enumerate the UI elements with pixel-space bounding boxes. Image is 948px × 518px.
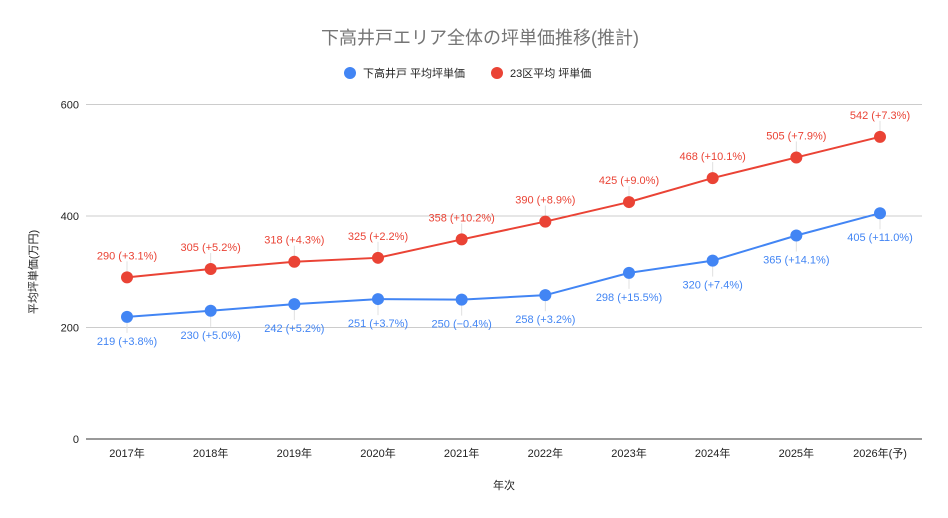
legend-marker-series-0 [344, 67, 356, 79]
x-tick-label: 2019年 [277, 446, 312, 460]
x-tick-label: 2018年 [193, 446, 228, 460]
data-point[interactable] [288, 298, 301, 311]
legend-item-series-0[interactable]: 下高井戸 平均坪単価 [344, 66, 465, 80]
data-label: 305 (+5.2%) [181, 242, 241, 254]
x-axis-ticks: 2017年 2018年 2019年 2020年 2021年 2022年 2023年 2024年… [109, 446, 907, 460]
data-point[interactable] [204, 262, 217, 275]
data-point[interactable] [121, 271, 133, 284]
series-0: 219 (+3.8%) 230 (+5.0%) 242 (+5.2%) 251 (+3… [97, 207, 913, 348]
legend-label-series-0: 下高井戸 平均坪単価 [363, 66, 465, 80]
legend: 下高井戸 平均坪単価 23区平均 坪単価 [344, 66, 591, 80]
data-label: 298 (+15.5%) [596, 292, 662, 304]
y-tick-label: 200 [61, 323, 79, 335]
x-tick-label: 2021年 [444, 446, 479, 460]
data-label: 425 (+9.0%) [599, 175, 659, 187]
data-label: 405 (+11.0%) [847, 232, 913, 244]
series-layer: 219 (+3.8%) 230 (+5.0%) 242 (+5.2%) 251 (+3… [97, 110, 913, 348]
x-axis-title: 年次 [493, 478, 515, 492]
data-label: 468 (+10.1%) [679, 151, 745, 163]
y-tick-label: 0 [73, 434, 79, 446]
data-point[interactable] [623, 266, 635, 279]
data-point[interactable] [455, 233, 468, 246]
data-point[interactable] [790, 151, 803, 164]
legend-label-series-1: 23区平均 坪単価 [510, 66, 591, 80]
series-line [126, 135, 881, 279]
data-label: 542 (+7.3%) [850, 110, 910, 122]
data-point[interactable] [204, 304, 217, 317]
data-point[interactable] [874, 130, 886, 143]
y-axis-ticks: 0 200 400 600 [61, 100, 79, 447]
data-point[interactable] [372, 251, 384, 264]
data-point[interactable] [288, 255, 301, 268]
data-label: 258 (+3.2%) [515, 314, 575, 326]
data-label: 325 (+2.2%) [348, 231, 408, 243]
y-tick-label: 400 [61, 211, 79, 223]
data-label: 318 (+4.3%) [264, 235, 324, 247]
x-tick-label: 2025年 [779, 446, 814, 460]
data-point[interactable] [706, 172, 719, 185]
data-point[interactable] [790, 229, 803, 242]
x-tick-label: 2017年 [109, 446, 144, 460]
data-label: 251 (+3.7%) [348, 318, 408, 330]
data-point[interactable] [623, 196, 635, 209]
chart-title: 下高井戸エリア全体の坪単価推移(推計) [321, 28, 639, 48]
series-line [126, 212, 881, 318]
data-point[interactable] [539, 289, 552, 302]
data-label: 505 (+7.9%) [766, 130, 826, 142]
gridlines [86, 104, 922, 440]
data-label: 219 (+3.8%) [97, 336, 157, 348]
data-point[interactable] [874, 207, 886, 220]
data-label: 250 (−0.4%) [432, 319, 492, 331]
x-tick-label: 2026年(予) [853, 446, 907, 460]
y-tick-label: 600 [61, 100, 79, 112]
x-tick-label: 2023年 [611, 446, 646, 460]
x-tick-label: 2022年 [528, 446, 563, 460]
data-label: 320 (+7.4%) [683, 280, 743, 292]
legend-marker-series-1 [491, 67, 503, 79]
y-axis-title: 平均坪単価(万円) [26, 230, 40, 314]
data-point[interactable] [539, 215, 552, 228]
data-label: 390 (+8.9%) [515, 195, 575, 207]
data-point[interactable] [121, 310, 133, 323]
data-label: 242 (+5.2%) [264, 323, 324, 335]
series-1: 290 (+3.1%) 305 (+5.2%) 318 (+4.3%) 325 (+2… [97, 110, 910, 284]
data-point[interactable] [706, 254, 719, 267]
data-label: 365 (+14.1%) [763, 255, 829, 267]
data-label: 230 (+5.0%) [181, 330, 241, 342]
x-tick-label: 2020年 [360, 446, 395, 460]
x-tick-label: 2024年 [695, 446, 730, 460]
data-point[interactable] [455, 293, 468, 306]
data-label: 358 (+10.2%) [428, 212, 494, 224]
data-point[interactable] [372, 293, 384, 306]
legend-item-series-1[interactable]: 23区平均 坪単価 [491, 66, 591, 80]
data-label: 290 (+3.1%) [97, 250, 157, 262]
